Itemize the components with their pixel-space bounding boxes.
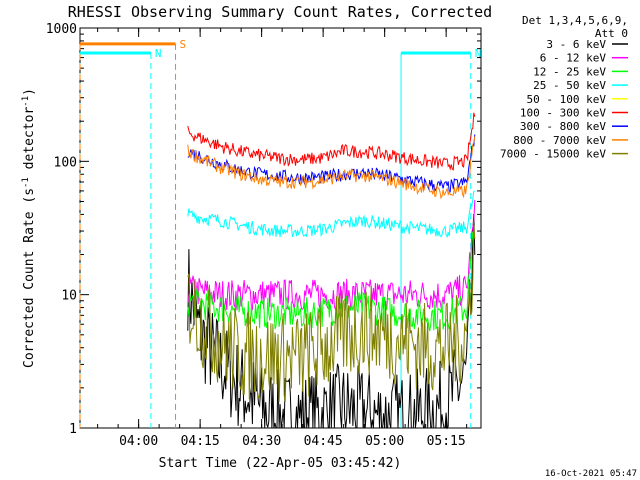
- legend-entry-label: 100 - 300 keV: [520, 107, 606, 120]
- legend-entry-label: 6 - 12 keV: [540, 52, 607, 65]
- saa-label: S: [180, 38, 187, 51]
- legend-entry-label: 12 - 25 keV: [533, 65, 606, 78]
- x-tick-label: 05:00: [365, 434, 404, 449]
- y-axis-label-mid: detector: [22, 107, 37, 178]
- y-axis-label-end: ): [22, 88, 37, 96]
- series-lines: [187, 112, 476, 430]
- footer-date: 16-Oct-2021 05:47: [545, 469, 637, 479]
- series-line-8: [187, 136, 476, 200]
- legend-entry-label: 800 - 7000 keV: [513, 134, 606, 147]
- orbit-annotations: N NS: [79, 38, 482, 428]
- y-tick-label: 1000: [46, 22, 77, 37]
- series-line-9: [187, 225, 476, 402]
- x-axis-label: Start Time (22-Apr-05 03:45:42): [159, 456, 402, 471]
- chart-title: RHESSI Observing Summary Count Rates, Co…: [68, 3, 492, 21]
- night-label: N: [155, 47, 162, 60]
- legend-entry-label: 7000 - 15000 keV: [500, 148, 606, 161]
- series-line-2: [187, 199, 476, 313]
- legend-entry-label: 3 - 6 keV: [546, 38, 606, 51]
- y-axis-label-main: Corrected Count Rate (s: [22, 188, 37, 368]
- x-tick-label: 04:00: [119, 434, 158, 449]
- x-tick-label: 04:15: [181, 434, 220, 449]
- x-tick-label: 04:45: [304, 434, 343, 449]
- y-tick-label: 1: [69, 422, 77, 437]
- legend-header-line: Det 1,3,4,5,6,9,: [522, 14, 628, 27]
- legend-entry-label: 25 - 50 keV: [533, 79, 606, 92]
- series-line-4: [187, 190, 476, 239]
- legend-entry-label: 50 - 100 keV: [527, 93, 607, 106]
- legend-header-line: Att 0: [595, 27, 628, 40]
- night-label: N: [475, 47, 482, 60]
- legend-entry-label: 300 - 800 keV: [520, 120, 606, 133]
- series-line-6: [187, 112, 476, 171]
- y-tick-label: 10: [61, 289, 77, 304]
- x-tick-label: 05:15: [427, 434, 466, 449]
- y-axis-label: Corrected Count Rate (s-1 detector-1): [21, 88, 37, 368]
- series-line-1: [187, 213, 476, 430]
- y-tick-label: 100: [54, 155, 77, 170]
- y-axis-label-sup2: -1: [21, 96, 31, 107]
- x-tick-label: 04:30: [242, 434, 281, 449]
- y-axis-label-sup1: -1: [21, 177, 31, 188]
- series-line-3: [187, 230, 476, 332]
